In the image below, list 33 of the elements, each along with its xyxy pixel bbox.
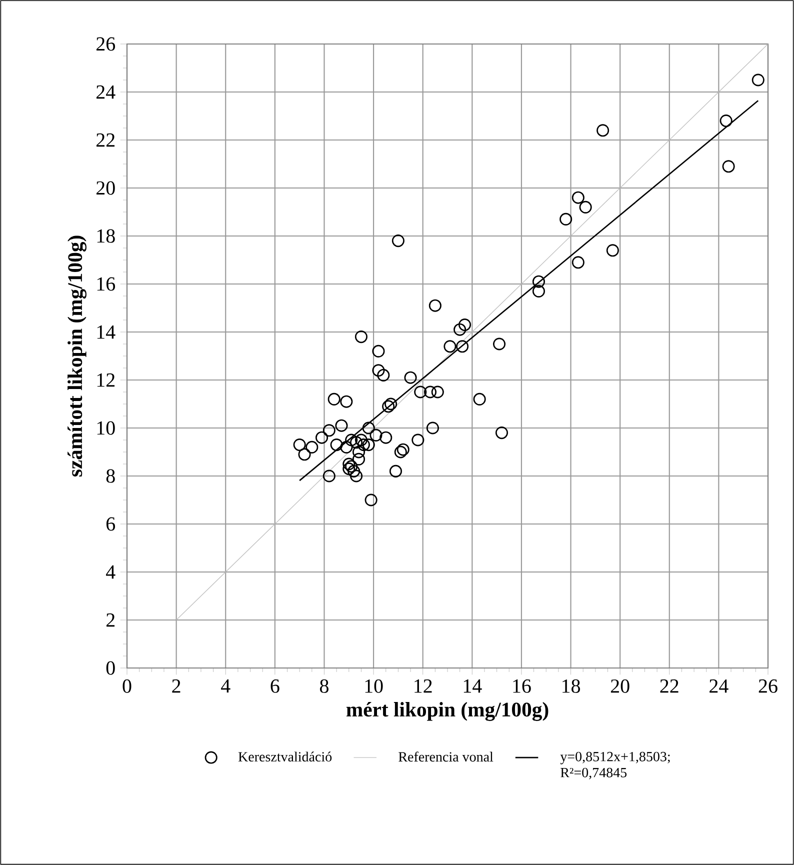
x-axis-title: mért likopin (mg/100g): [346, 702, 548, 721]
y-tick-label: 10: [97, 421, 115, 435]
legend-label: Keresztvalidáció: [238, 752, 332, 762]
y-axis-title: számított likopin (mg/100g): [68, 236, 86, 476]
x-tick-label: 22: [660, 679, 678, 693]
y-tick-label: 26: [96, 37, 116, 51]
y-tick-label: 14: [97, 325, 116, 339]
x-tick-label: 0: [122, 679, 132, 693]
x-tick-label: 18: [562, 679, 580, 693]
y-tick-label: 8: [106, 469, 115, 483]
x-tick-label: 20: [610, 679, 630, 693]
y-tick-label: 24: [96, 85, 116, 99]
legend-label: y=0,8512x+1,8503; R²=0,74845: [560, 752, 670, 780]
y-tick-label: 20: [96, 181, 115, 195]
x-tick-label: 16: [513, 679, 531, 693]
x-tick-label: 2: [172, 679, 180, 693]
x-tick-label: 4: [221, 679, 230, 693]
x-tick-label: 10: [365, 679, 383, 693]
legend-label: Referencia vonal: [398, 752, 494, 762]
y-tick-label: 22: [96, 133, 115, 147]
x-tick-label: 6: [270, 679, 280, 693]
y-tick-label: 12: [97, 373, 115, 387]
x-tick-label: 12: [414, 679, 432, 693]
y-tick-label: 6: [106, 517, 116, 531]
y-tick-label: 2: [106, 613, 115, 627]
y-tick-label: 4: [106, 565, 116, 579]
x-tick-label: 26: [758, 679, 778, 693]
y-tick-label: 18: [97, 229, 115, 243]
y-tick-label: 0: [106, 661, 115, 675]
y-tick-label: 16: [97, 277, 116, 291]
x-tick-label: 24: [710, 679, 728, 693]
x-tick-label: 14: [464, 679, 482, 693]
x-tick-label: 8: [320, 679, 328, 693]
